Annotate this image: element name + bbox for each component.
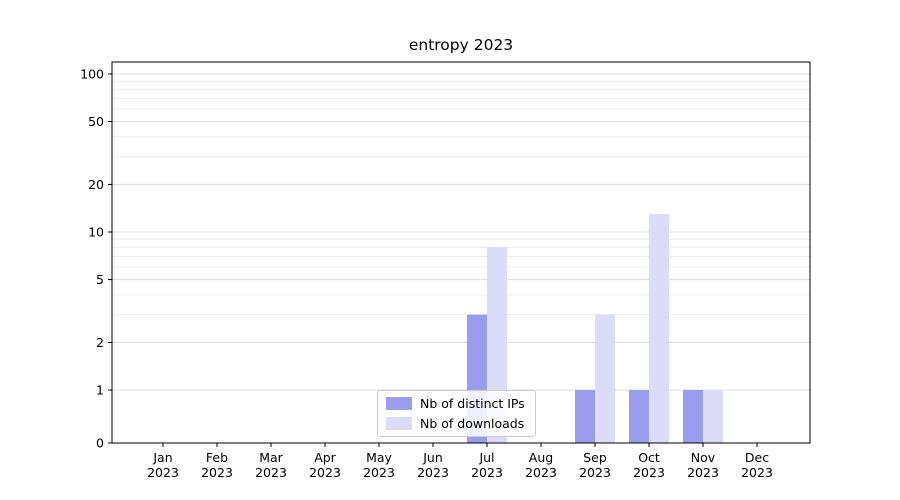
x-tick-label-month: Dec [745, 450, 769, 465]
legend-item-distinct-ips: Nb of distinct IPs [386, 396, 525, 411]
x-tick-label-month: Mar [259, 450, 283, 465]
bar-distinct-ips-nov [683, 390, 703, 443]
x-tick-label-year: 2023 [579, 465, 611, 480]
y-tick-label: 20 [88, 177, 104, 192]
bar-downloads-oct [649, 213, 669, 443]
x-tick-label-month: Feb [206, 450, 228, 465]
x-tick-label-year: 2023 [687, 465, 719, 480]
legend-label-downloads: Nb of downloads [420, 416, 525, 431]
x-tick-label-month: Aug [529, 450, 553, 465]
x-tick-label-month: Oct [638, 450, 660, 465]
x-tick-label-month: Sep [583, 450, 607, 465]
legend-item-downloads: Nb of downloads [386, 416, 525, 431]
y-tick-label: 100 [80, 67, 104, 82]
x-tick-label-year: 2023 [633, 465, 665, 480]
x-tick-label-year: 2023 [525, 465, 557, 480]
x-tick-label-year: 2023 [201, 465, 233, 480]
y-tick-label: 10 [88, 225, 104, 240]
legend-swatch-downloads-icon [386, 417, 412, 430]
x-tick-label-year: 2023 [417, 465, 449, 480]
x-tick-label-month: Jun [422, 450, 443, 465]
y-tick-label: 5 [96, 272, 104, 287]
x-tick-label-year: 2023 [363, 465, 395, 480]
x-tick-label-month: Apr [314, 450, 336, 465]
x-tick-label-year: 2023 [741, 465, 773, 480]
y-tick-label: 2 [96, 335, 104, 350]
chart-title: entropy 2023 [408, 36, 514, 54]
x-tick-label-month: Jul [478, 450, 494, 465]
bar-distinct-ips-oct [629, 390, 649, 443]
legend: Nb of distinct IPs Nb of downloads [377, 390, 536, 437]
x-tick-label-month: Jan [152, 450, 172, 465]
x-tick-label-month: May [366, 450, 392, 465]
bar-downloads-nov [703, 390, 723, 443]
bar-distinct-ips-sep [575, 390, 595, 443]
x-tick-label-year: 2023 [255, 465, 287, 480]
x-tick-label-month: Nov [691, 450, 716, 465]
plot-border [111, 61, 811, 444]
y-tick-label: 0 [96, 436, 104, 451]
y-tick-label: 50 [88, 114, 104, 129]
legend-swatch-distinct-ips-icon [386, 397, 412, 410]
bar-downloads-sep [595, 314, 615, 443]
x-tick-label-year: 2023 [471, 465, 503, 480]
x-tick-label-year: 2023 [147, 465, 179, 480]
y-tick-label: 1 [96, 383, 104, 398]
x-tick-label-year: 2023 [309, 465, 341, 480]
legend-label-distinct-ips: Nb of distinct IPs [420, 396, 525, 411]
